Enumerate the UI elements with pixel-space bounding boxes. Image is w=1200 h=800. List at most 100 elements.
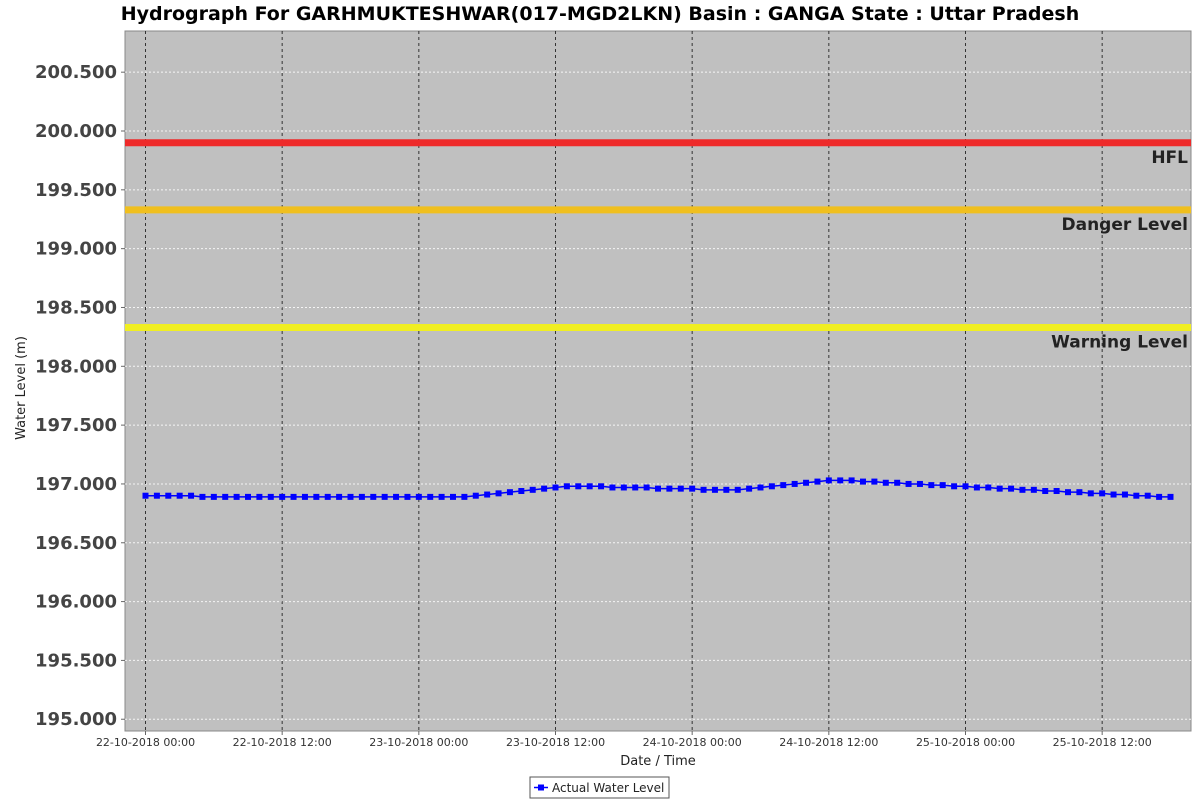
- data-point: [1110, 491, 1117, 498]
- data-point: [290, 493, 297, 500]
- data-point: [381, 493, 388, 500]
- y-axis-ticks: 195.000 195.500 196.000 196.500 197.000 197.5…: [35, 62, 125, 730]
- data-point: [393, 493, 400, 500]
- data-point: [689, 485, 696, 492]
- data-point: [666, 485, 673, 492]
- data-point: [1144, 492, 1151, 499]
- y-tick-label: 199.500: [35, 180, 117, 201]
- data-point: [848, 477, 855, 484]
- x-tick-label: 23-10-2018 12:00: [506, 736, 605, 749]
- data-point: [495, 490, 502, 497]
- vertical-gridlines: [145, 31, 1103, 731]
- data-point: [871, 478, 878, 485]
- data-point: [734, 486, 741, 493]
- data-point: [245, 493, 251, 500]
- data-point: [905, 480, 912, 487]
- data-point: [518, 488, 525, 494]
- data-point: [324, 493, 331, 500]
- y-tick-label: 195.500: [35, 650, 117, 671]
- y-tick-label: 196.500: [35, 533, 117, 554]
- data-point: [450, 493, 456, 500]
- data-point: [803, 479, 810, 486]
- data-point: [643, 484, 650, 491]
- data-point: [1156, 493, 1163, 500]
- data-point: [1053, 488, 1060, 494]
- data-point: [677, 485, 684, 492]
- data-point: [860, 478, 866, 485]
- data-point: [370, 493, 377, 500]
- y-tick-label: 197.500: [35, 415, 117, 436]
- data-point: [267, 493, 274, 500]
- data-point: [256, 493, 263, 500]
- data-point: [222, 493, 229, 500]
- data-point: [791, 480, 798, 487]
- data-point: [233, 493, 240, 500]
- data-point: [700, 486, 707, 493]
- x-tick-label: 22-10-2018 00:00: [96, 736, 195, 749]
- reference-line-label: HFL: [1151, 148, 1188, 168]
- x-tick-label: 22-10-2018 12:00: [233, 736, 332, 749]
- data-point: [461, 493, 468, 500]
- data-point: [404, 493, 411, 500]
- reference-line-label: Danger Level: [1062, 215, 1189, 235]
- data-point: [951, 483, 958, 490]
- data-point: [985, 484, 992, 491]
- reference-line-label: Warning Level: [1051, 332, 1188, 352]
- x-tick-label: 24-10-2018 12:00: [779, 736, 878, 749]
- legend-box: [529, 776, 670, 799]
- data-point: [1065, 489, 1071, 496]
- data-point: [142, 492, 149, 499]
- data-point: [837, 477, 844, 484]
- data-point: [575, 483, 582, 490]
- data-point: [1087, 490, 1094, 497]
- legend-series-marker: [538, 784, 544, 791]
- data-point: [153, 492, 160, 499]
- chart-title: Hydrograph For GARHMUKTESHWAR(017-MGD2LK…: [121, 3, 1080, 25]
- data-point: [598, 483, 605, 490]
- data-point: [472, 492, 479, 499]
- data-point: [347, 493, 354, 500]
- data-point: [1133, 492, 1140, 499]
- data-point: [1019, 486, 1026, 493]
- data-point: [279, 493, 286, 500]
- y-tick-label: 198.000: [35, 356, 117, 377]
- legend-series-label: Actual Water Level: [552, 781, 664, 795]
- data-point: [768, 483, 775, 490]
- data-point: [188, 492, 195, 499]
- data-point: [1008, 485, 1015, 492]
- data-point: [609, 484, 616, 491]
- data-point: [825, 477, 832, 484]
- data-point: [882, 479, 889, 486]
- y-tick-label: 196.000: [35, 592, 117, 613]
- data-point: [939, 482, 946, 489]
- data-point: [916, 480, 923, 487]
- data-point: [711, 486, 718, 493]
- y-tick-label: 198.500: [35, 297, 117, 318]
- data-point: [427, 493, 434, 500]
- horizontal-gridlines: [125, 71, 1191, 720]
- y-tick-label: 200.000: [35, 121, 117, 142]
- data-point: [928, 482, 935, 489]
- x-axis-ticks: 22-10-2018 00:00 22-10-2018 12:00 23-10-20…: [96, 731, 1152, 749]
- data-point: [438, 493, 445, 500]
- data-point: [301, 493, 308, 500]
- data-point: [655, 485, 661, 492]
- data-point: [746, 485, 753, 492]
- data-point: [1099, 490, 1106, 497]
- data-point: [415, 493, 422, 500]
- data-point: [506, 489, 513, 496]
- series-layer: [142, 477, 1174, 500]
- legend: Actual Water Level: [529, 776, 670, 799]
- data-point: [1042, 488, 1049, 494]
- x-tick-label: 25-10-2018 00:00: [916, 736, 1015, 749]
- data-point: [484, 491, 491, 498]
- data-point: [973, 484, 980, 491]
- data-point: [313, 493, 320, 500]
- reference-lines: HFL Danger Level Warning Level: [125, 139, 1191, 352]
- data-point: [757, 484, 764, 491]
- data-point: [541, 485, 548, 492]
- x-axis-label: Date / Time: [620, 754, 696, 769]
- data-point: [552, 484, 559, 491]
- data-point: [210, 493, 217, 500]
